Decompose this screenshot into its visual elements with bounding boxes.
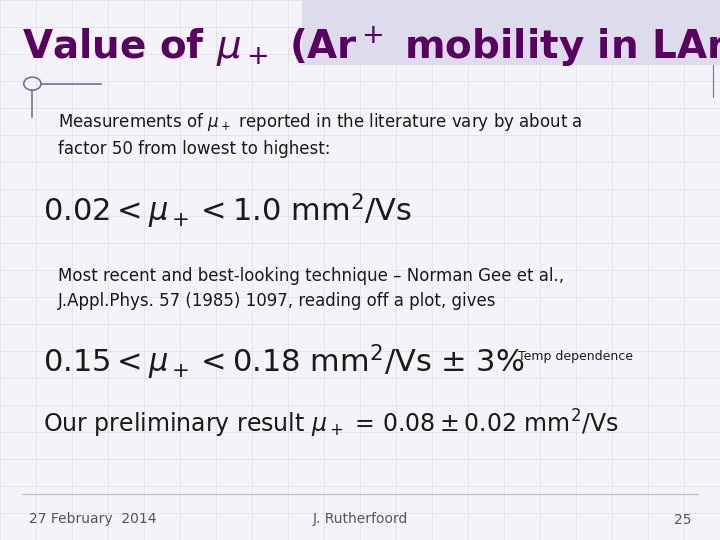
Bar [302, 0, 720, 65]
Text: 25: 25 [674, 512, 691, 526]
Text: Our preliminary result $\mu_+$ = $0.08 \pm 0.02$ mm$^2$/Vs: Our preliminary result $\mu_+$ = $0.08 \… [43, 408, 619, 440]
Text: Most recent and best-looking technique – Norman Gee et al.,
J.Appl.Phys. 57 (198: Most recent and best-looking technique –… [58, 267, 564, 310]
Text: Measurements of $\mu_+$ reported in the literature vary by about a
factor 50 fro: Measurements of $\mu_+$ reported in the … [58, 111, 582, 158]
Text: Value of $\mu_+$ (Ar$^+$ mobility in LAr): Value of $\mu_+$ (Ar$^+$ mobility in LAr… [22, 24, 720, 69]
Text: Temp dependence: Temp dependence [518, 350, 634, 363]
Text: $0.02 < \mu_+ < 1.0$ mm$^2$/Vs: $0.02 < \mu_+ < 1.0$ mm$^2$/Vs [43, 192, 413, 231]
Text: $0.15 < \mu_+ < 0.18$ mm$^2$/Vs $\pm$ 3%: $0.15 < \mu_+ < 0.18$ mm$^2$/Vs $\pm$ 3% [43, 343, 525, 382]
Text: 27 February  2014: 27 February 2014 [29, 512, 156, 526]
Text: J. Rutherfoord: J. Rutherfoord [312, 512, 408, 526]
